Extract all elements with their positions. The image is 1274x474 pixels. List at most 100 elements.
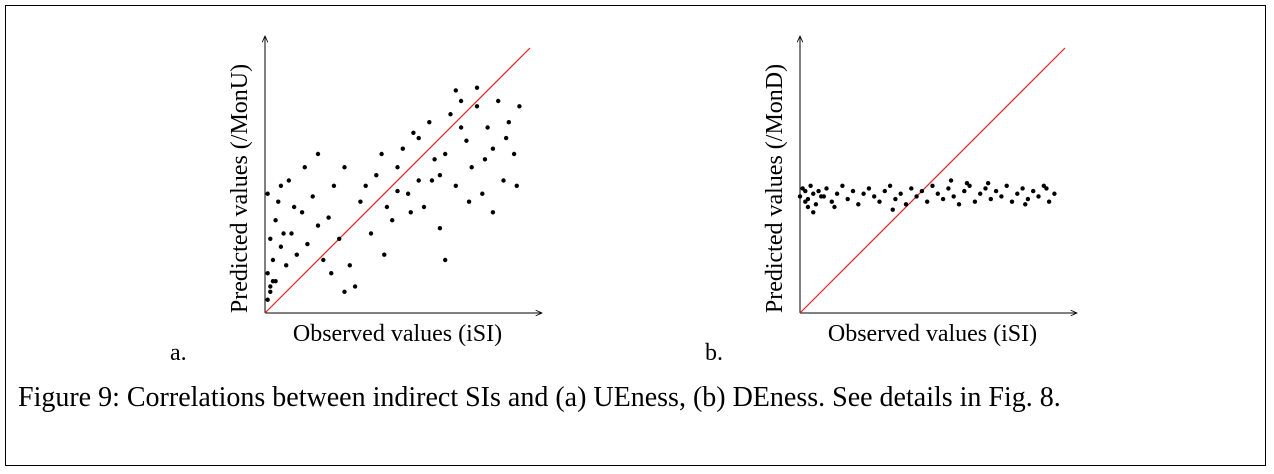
point [805,196,811,202]
diagonal [799,47,1066,314]
panel-label: a. [170,340,187,366]
point [458,125,464,130]
point [302,165,307,170]
point [395,165,400,170]
point [265,191,270,196]
point [1046,199,1052,204]
point [474,104,480,109]
point [866,186,872,191]
point [443,257,448,263]
point [305,241,310,247]
point [964,180,970,186]
point [265,271,270,276]
point [382,252,387,257]
point [511,151,517,157]
point [379,151,384,157]
point [946,186,951,191]
point [925,199,930,204]
point [437,173,443,178]
point [427,120,432,125]
point [914,194,919,199]
point [948,178,954,183]
point [416,135,421,141]
point [829,199,834,204]
point [416,178,421,183]
point [988,196,993,202]
point [374,173,379,178]
point [1036,194,1041,199]
point [956,202,962,207]
point [326,215,331,220]
point [474,85,480,90]
point [278,244,284,249]
point [834,191,840,196]
point [999,194,1004,199]
point [337,236,342,241]
point [811,210,816,215]
point [816,188,821,194]
point [824,186,829,191]
point [464,138,469,143]
point [909,186,914,191]
point [342,289,347,294]
point [429,178,435,183]
point [845,196,850,202]
point [877,199,882,204]
point [390,218,395,223]
point [315,223,321,228]
point [273,218,278,223]
x-axis-label: Observed values (iSI) [828,321,1037,347]
point [485,125,490,130]
point [872,194,877,199]
point [286,178,292,183]
point [1020,186,1025,191]
point [299,210,305,215]
point [281,231,286,236]
point [315,151,321,157]
point [993,188,999,194]
point [1031,188,1036,194]
point [813,202,819,207]
point [903,202,909,207]
point [1044,186,1049,191]
point [1009,199,1015,204]
figure-frame [5,5,1266,466]
point [919,188,925,194]
caption: Figure 9: Correlations between indirect … [18,382,1061,413]
point [363,183,368,188]
point [268,236,273,241]
point [893,196,898,202]
point [985,180,991,186]
point [803,188,808,194]
panel-label: b. [705,340,723,366]
point [331,183,337,188]
point [514,183,519,188]
point [321,257,326,263]
point [882,188,887,194]
point [506,120,511,125]
point [482,157,488,162]
point [503,135,509,141]
point [268,284,273,289]
point [368,231,374,236]
point [861,191,866,196]
point [856,202,861,207]
point [453,183,458,188]
point [1025,196,1031,202]
point [278,183,284,188]
point [411,130,416,135]
point [490,210,496,215]
point [342,165,347,170]
point [437,226,443,231]
point [480,191,485,196]
point [294,252,299,257]
point [951,194,956,199]
point [1015,191,1020,196]
y-axis-label: Predicted values (/MonU) [227,64,253,313]
point [432,157,437,162]
point [448,112,453,117]
point [940,196,946,202]
point [270,257,276,263]
point [469,165,474,170]
